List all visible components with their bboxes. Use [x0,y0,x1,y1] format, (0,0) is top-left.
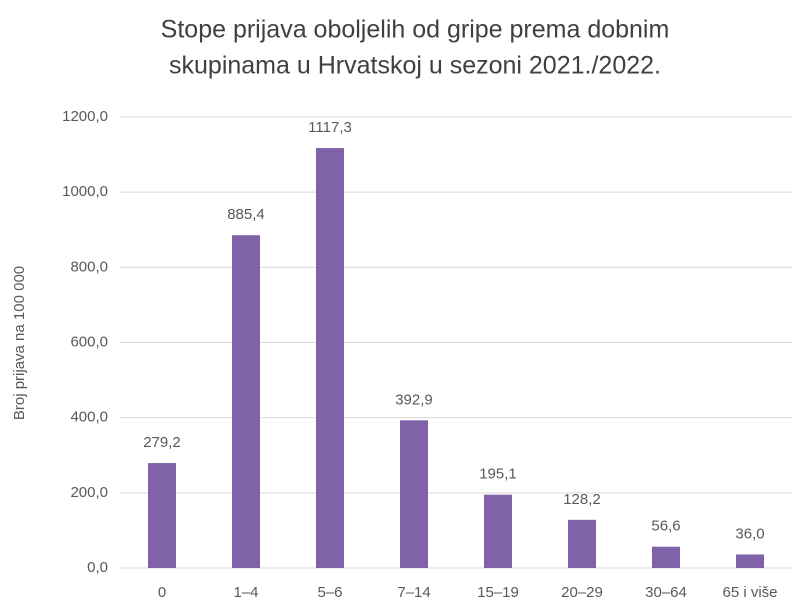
y-tick-label: 1200,0 [62,108,108,125]
data-label: 279,2 [143,434,181,451]
y-tick-label: 800,0 [70,258,108,275]
chart-title: Stope prijava oboljelih od gripe prema d… [161,16,670,44]
y-tick-label: 0,0 [87,559,108,576]
bar [568,519,596,568]
x-tick-label: 65 i više [722,584,777,601]
bar [400,420,428,568]
y-axis-label: Broj prijava na 100 000 [11,266,28,420]
y-tick-label: 600,0 [70,333,108,350]
data-label: 1117,3 [308,119,352,136]
bar [148,463,176,568]
bar [652,546,680,568]
x-tick-label: 20–29 [561,584,603,601]
data-label: 36,0 [735,525,764,542]
data-label: 885,4 [227,206,265,223]
x-tick-label: 0 [158,584,166,601]
x-tick-label: 30–64 [645,584,687,601]
y-tick-label: 200,0 [70,484,108,501]
y-tick-label: 1000,0 [62,183,108,200]
bar [316,148,344,568]
data-label: 195,1 [479,466,517,483]
chart-title: skupinama u Hrvatskoj u sezoni 2021./202… [169,52,661,80]
x-tick-label: 7–14 [397,584,430,601]
bar [232,235,260,568]
x-tick-label: 15–19 [477,584,519,601]
bar [736,554,764,568]
data-label: 392,9 [395,391,433,408]
y-tick-label: 400,0 [70,409,108,426]
bar [484,494,512,568]
x-tick-label: 5–6 [317,584,342,601]
data-label: 56,6 [651,518,680,535]
x-tick-label: 1–4 [233,584,258,601]
data-label: 128,2 [563,491,601,508]
